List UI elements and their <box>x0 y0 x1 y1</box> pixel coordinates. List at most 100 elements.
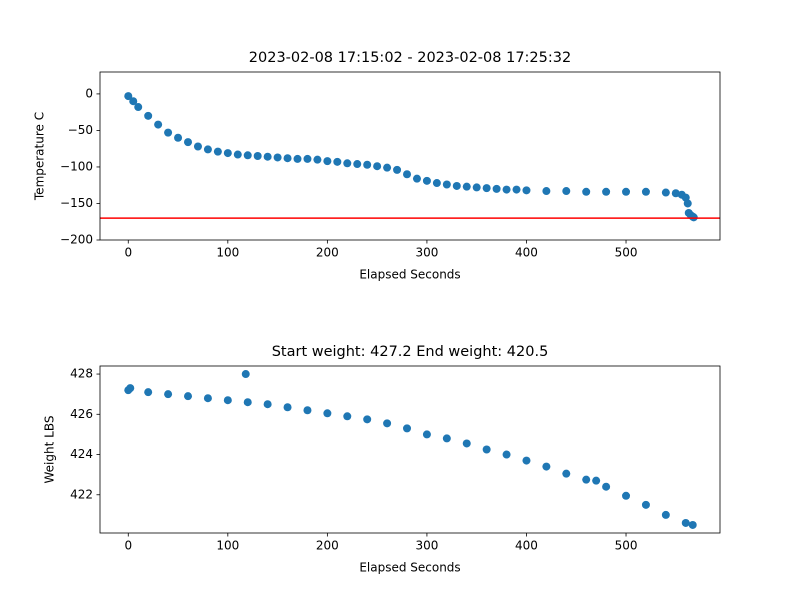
data-point <box>403 424 412 433</box>
x-axis-label: Elapsed Seconds <box>359 561 460 575</box>
data-point <box>164 128 173 137</box>
data-point <box>323 157 332 166</box>
y-tick-label: 422 <box>70 487 93 501</box>
data-point <box>223 396 232 405</box>
data-point <box>422 430 431 439</box>
axes-frame <box>99 365 721 534</box>
data-point <box>383 163 392 172</box>
data-point <box>126 384 135 393</box>
data-point <box>482 445 491 454</box>
x-tick-label: 200 <box>316 539 339 553</box>
data-point <box>442 180 451 189</box>
x-tick-label: 0 <box>124 539 132 553</box>
data-point <box>622 187 631 196</box>
x-tick-label: 0 <box>124 246 132 260</box>
y-axis-label: Weight LBS <box>43 416 57 484</box>
data-point <box>343 159 352 168</box>
data-point <box>502 450 511 459</box>
data-point <box>129 97 138 106</box>
data-point <box>303 406 312 415</box>
data-point <box>462 182 471 191</box>
data-point <box>203 145 212 154</box>
data-point <box>522 456 531 465</box>
y-tick-label: −200 <box>60 233 93 247</box>
data-point <box>283 154 292 163</box>
data-point <box>592 476 601 485</box>
data-point <box>203 394 212 403</box>
data-point <box>233 150 242 159</box>
data-point <box>283 403 292 412</box>
data-point <box>452 181 461 190</box>
data-point <box>562 469 571 478</box>
data-point <box>323 409 332 418</box>
data-point <box>681 518 690 527</box>
y-tick-label: −150 <box>60 196 93 210</box>
data-point <box>174 133 183 142</box>
data-point <box>184 392 193 401</box>
data-point <box>671 189 680 198</box>
data-point <box>542 187 551 196</box>
data-point <box>661 510 670 519</box>
data-point <box>412 174 421 183</box>
data-point <box>403 170 412 179</box>
data-point <box>472 183 481 192</box>
x-tick-label: 500 <box>615 539 638 553</box>
data-point <box>333 157 342 166</box>
data-point <box>243 151 252 160</box>
data-point <box>134 103 143 112</box>
data-point <box>688 520 697 529</box>
data-point <box>582 475 591 484</box>
data-point <box>393 165 402 174</box>
x-tick-label: 400 <box>515 539 538 553</box>
data-point <box>542 462 551 471</box>
data-point <box>482 184 491 193</box>
data-point <box>343 412 352 421</box>
data-point <box>363 160 372 169</box>
y-tick-label: 428 <box>70 367 93 381</box>
x-tick-label: 400 <box>515 246 538 260</box>
data-point <box>223 149 232 158</box>
data-point <box>363 415 372 424</box>
axes-frame <box>99 71 721 241</box>
y-axis-label: Temperature C <box>33 112 47 201</box>
x-tick-label: 100 <box>216 246 239 260</box>
data-point <box>144 111 153 120</box>
data-point <box>683 199 692 208</box>
data-point <box>124 92 133 101</box>
y-tick-label: −50 <box>68 123 93 137</box>
x-tick-label: 300 <box>415 246 438 260</box>
data-point <box>353 160 362 169</box>
data-point <box>661 188 670 197</box>
data-point <box>383 419 392 428</box>
data-point <box>253 152 262 160</box>
data-point <box>144 388 153 397</box>
data-point <box>263 152 272 161</box>
data-point <box>602 482 611 491</box>
data-point <box>422 176 431 185</box>
data-point <box>502 185 511 194</box>
data-point <box>432 179 441 188</box>
data-point <box>313 155 322 164</box>
y-tick-label: 426 <box>70 407 93 421</box>
data-point <box>164 390 173 399</box>
data-point <box>562 187 571 196</box>
data-point <box>273 153 282 162</box>
data-point <box>193 142 202 151</box>
y-tick-label: 0 <box>85 86 93 100</box>
data-point <box>622 491 631 500</box>
x-axis-label: Elapsed Seconds <box>359 268 460 282</box>
x-tick-label: 200 <box>316 246 339 260</box>
data-point <box>184 138 193 147</box>
y-tick-label: −100 <box>60 159 93 173</box>
data-point <box>293 154 302 163</box>
data-point <box>522 186 531 195</box>
chart-title: Start weight: 427.2 End weight: 420.5 <box>272 344 549 360</box>
x-tick-label: 500 <box>615 246 638 260</box>
data-point <box>512 185 521 194</box>
x-tick-label: 100 <box>216 539 239 553</box>
x-tick-label: 300 <box>415 539 438 553</box>
data-point <box>462 439 471 448</box>
data-point <box>263 400 272 409</box>
